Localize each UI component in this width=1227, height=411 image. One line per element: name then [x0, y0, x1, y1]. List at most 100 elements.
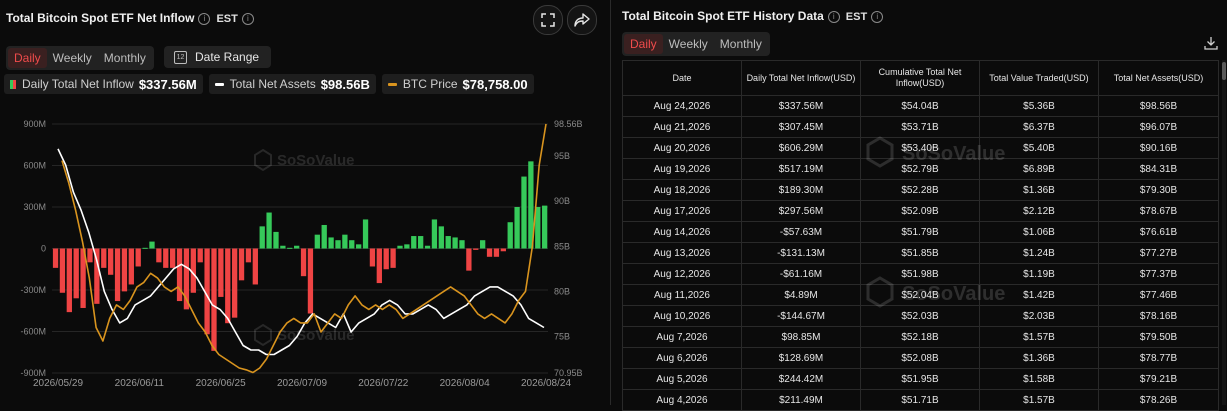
legend-btc-price[interactable]: BTC Price $78,758.00: [381, 74, 534, 94]
inflow-bar[interactable]: [142, 247, 148, 249]
inflow-bar[interactable]: [300, 248, 307, 277]
inflow-bar[interactable]: [294, 245, 300, 249]
inflow-bar[interactable]: [431, 219, 438, 249]
inflow-bar[interactable]: [121, 248, 128, 292]
legend-daily-inflow[interactable]: Daily Total Net Inflow $337.56M: [4, 74, 203, 94]
inflow-bar[interactable]: [128, 248, 134, 285]
inflow-bar[interactable]: [225, 248, 231, 324]
column-header-date[interactable]: Date: [622, 60, 742, 96]
tab-monthly[interactable]: Monthly: [103, 51, 146, 65]
inflow-bar[interactable]: [307, 248, 314, 314]
net-assets-line[interactable]: [57, 148, 545, 356]
inflow-bar[interactable]: [238, 248, 245, 281]
inflow-bar[interactable]: [473, 248, 479, 250]
inflow-bar[interactable]: [521, 176, 527, 249]
tab-daily[interactable]: Daily: [8, 48, 47, 68]
inflow-bar[interactable]: [52, 248, 59, 268]
column-header-daily-inflow[interactable]: Daily Total Net Inflow(USD): [741, 60, 861, 96]
legend-net-assets[interactable]: Total Net Assets $98.56B: [208, 74, 376, 94]
tab-weekly[interactable]: Weekly: [668, 37, 708, 51]
inflow-bar[interactable]: [362, 219, 369, 249]
inflow-bar[interactable]: [149, 241, 155, 249]
inflow-bar[interactable]: [383, 248, 389, 270]
inflow-bar[interactable]: [397, 245, 403, 249]
inflow-bar[interactable]: [376, 248, 382, 284]
inflow-bar[interactable]: [287, 247, 293, 249]
btc-price-line[interactable]: [61, 123, 547, 374]
table-scrollbar[interactable]: [1222, 60, 1226, 405]
table-row[interactable]: Aug 5,2026 $244.42M $51.95B $1.58B $79.21B: [622, 368, 1219, 390]
inflow-bar[interactable]: [321, 224, 327, 249]
inflow-bar[interactable]: [273, 231, 279, 249]
inflow-bar[interactable]: [424, 245, 431, 249]
inflow-bar[interactable]: [176, 248, 183, 302]
inflow-bar[interactable]: [80, 248, 86, 308]
inflow-bar[interactable]: [211, 248, 217, 351]
inflow-bar[interactable]: [356, 244, 362, 249]
inflow-bar[interactable]: [218, 248, 224, 297]
inflow-bar[interactable]: [87, 248, 93, 263]
inflow-bar[interactable]: [445, 236, 451, 249]
info-icon[interactable]: i: [241, 12, 254, 25]
table-row[interactable]: Aug 19,2026 $517.19M $52.79B $6.89B $84.31B: [622, 158, 1219, 180]
inflow-bar[interactable]: [170, 248, 176, 268]
inflow-bar[interactable]: [452, 237, 458, 249]
inflow-bar[interactable]: [197, 248, 203, 263]
inflow-bar[interactable]: [156, 248, 162, 263]
inflow-bar[interactable]: [252, 248, 258, 285]
table-row[interactable]: Aug 18,2026 $189.30M $52.28B $1.36B $79.30B: [622, 179, 1219, 201]
table-row[interactable]: Aug 14,2026 -$57.63M $51.79B $1.06B $76.61B: [622, 221, 1219, 243]
table-row[interactable]: Aug 10,2026 -$144.67M $52.03B $2.03B $78.16B: [622, 305, 1219, 327]
date-range-button[interactable]: 12 Date Range: [164, 46, 272, 68]
table-row[interactable]: Aug 21,2026 $307.45M $53.71B $6.37B $96.07B: [622, 116, 1219, 138]
inflow-chart[interactable]: SoSoValue SoSoValue 900M 600M 300M 0 -300M -60…: [0, 105, 609, 405]
inflow-bar[interactable]: [349, 240, 355, 249]
inflow-bar[interactable]: [94, 248, 100, 304]
inflow-bar[interactable]: [411, 236, 417, 249]
inflow-bar[interactable]: [114, 248, 121, 302]
table-row[interactable]: Aug 4,2026 $211.49M $51.71B $1.57B $78.26B: [622, 389, 1219, 411]
fullscreen-button[interactable]: [533, 5, 563, 35]
inflow-bar[interactable]: [190, 248, 196, 293]
inflow-bar[interactable]: [328, 237, 334, 249]
inflow-bar[interactable]: [183, 248, 190, 310]
column-header-cumulative-inflow[interactable]: Cumulative Total Net Inflow(USD): [860, 60, 980, 96]
tab-weekly[interactable]: Weekly: [52, 51, 92, 65]
download-icon[interactable]: [1204, 36, 1218, 50]
inflow-bar[interactable]: [438, 226, 444, 249]
table-row[interactable]: Aug 6,2026 $128.69M $52.08B $1.36B $78.77B: [622, 347, 1219, 369]
inflow-bar[interactable]: [66, 248, 72, 313]
inflow-bar[interactable]: [59, 248, 66, 293]
inflow-bar[interactable]: [245, 248, 252, 263]
scrollbar-thumb[interactable]: [1222, 62, 1226, 80]
inflow-bar[interactable]: [314, 234, 320, 249]
inflow-bar[interactable]: [480, 240, 486, 249]
inflow-bar[interactable]: [486, 248, 493, 257]
inflow-bar[interactable]: [101, 248, 107, 268]
table-row[interactable]: Aug 13,2026 -$131.13M $51.85B $1.24B $77.27B: [622, 242, 1219, 264]
table-row[interactable]: Aug 7,2026 $98.85M $52.18B $1.57B $79.50B: [622, 326, 1219, 348]
info-icon[interactable]: i: [198, 12, 211, 25]
inflow-bar[interactable]: [542, 205, 548, 249]
inflow-bar[interactable]: [342, 234, 348, 249]
inflow-bar[interactable]: [459, 240, 465, 249]
inflow-bar[interactable]: [73, 248, 79, 299]
inflow-bar[interactable]: [135, 248, 141, 267]
tab-monthly[interactable]: Monthly: [719, 37, 762, 51]
column-header-net-assets[interactable]: Total Net Assets(USD): [1098, 60, 1219, 96]
table-row[interactable]: Aug 12,2026 -$61.16M $51.98B $1.19B $77.37B: [622, 263, 1219, 285]
inflow-bar[interactable]: [404, 244, 410, 249]
inflow-bar[interactable]: [369, 248, 376, 267]
table-row[interactable]: Aug 11,2026 $4.89M $52.04B $1.42B $77.46B: [622, 284, 1219, 306]
tab-daily[interactable]: Daily: [624, 34, 663, 54]
inflow-bar[interactable]: [493, 248, 500, 257]
inflow-bar[interactable]: [535, 207, 541, 249]
share-button[interactable]: [567, 5, 597, 35]
inflow-bar[interactable]: [163, 248, 169, 268]
table-row[interactable]: Aug 17,2026 $297.56M $52.09B $2.12B $78.67B: [622, 200, 1219, 222]
inflow-bar[interactable]: [466, 248, 472, 271]
inflow-bar[interactable]: [232, 248, 238, 318]
inflow-bar[interactable]: [507, 222, 513, 249]
table-row[interactable]: Aug 24,2026 $337.56M $54.04B $5.36B $98.56B: [622, 95, 1219, 117]
inflow-bar[interactable]: [266, 212, 272, 249]
